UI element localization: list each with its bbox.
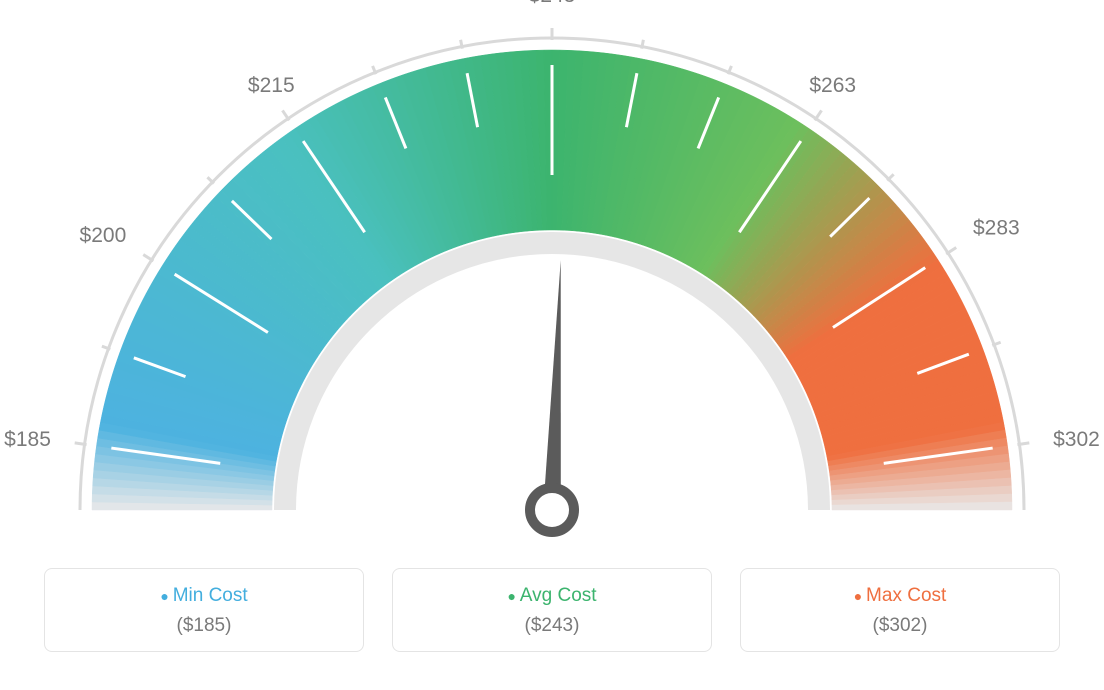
gauge-scale-label: $283 <box>973 217 1020 240</box>
legend-max-value: ($302) <box>741 615 1059 637</box>
legend-avg-value: ($243) <box>393 615 711 637</box>
gauge-needle-hub <box>530 488 574 532</box>
legend-min-label: Min Cost <box>45 585 363 607</box>
legend-max-label: Max Cost <box>741 585 1059 607</box>
gauge-scale-label: $215 <box>248 74 295 97</box>
legend-card-avg: Avg Cost ($243) <box>392 568 712 652</box>
gauge-scale-label: $185 <box>4 428 51 451</box>
gauge-svg: $185 $200 $215 $243 $263 $283 $302 <box>0 0 1104 560</box>
legend-avg-label: Avg Cost <box>393 585 711 607</box>
gauge-needle <box>543 260 561 510</box>
gauge-scale-label: $200 <box>80 224 127 247</box>
gauge-container: $185 $200 $215 $243 $263 $283 $302 <box>0 0 1104 560</box>
gauge-scale-label: $302 <box>1053 428 1100 451</box>
legend-card-min: Min Cost ($185) <box>44 568 364 652</box>
gauge-scale-label: $263 <box>809 74 856 97</box>
legend-row: Min Cost ($185) Avg Cost ($243) Max Cost… <box>0 568 1104 652</box>
legend-card-max: Max Cost ($302) <box>740 568 1060 652</box>
gauge-scale-label: $243 <box>529 0 576 7</box>
legend-min-value: ($185) <box>45 615 363 637</box>
